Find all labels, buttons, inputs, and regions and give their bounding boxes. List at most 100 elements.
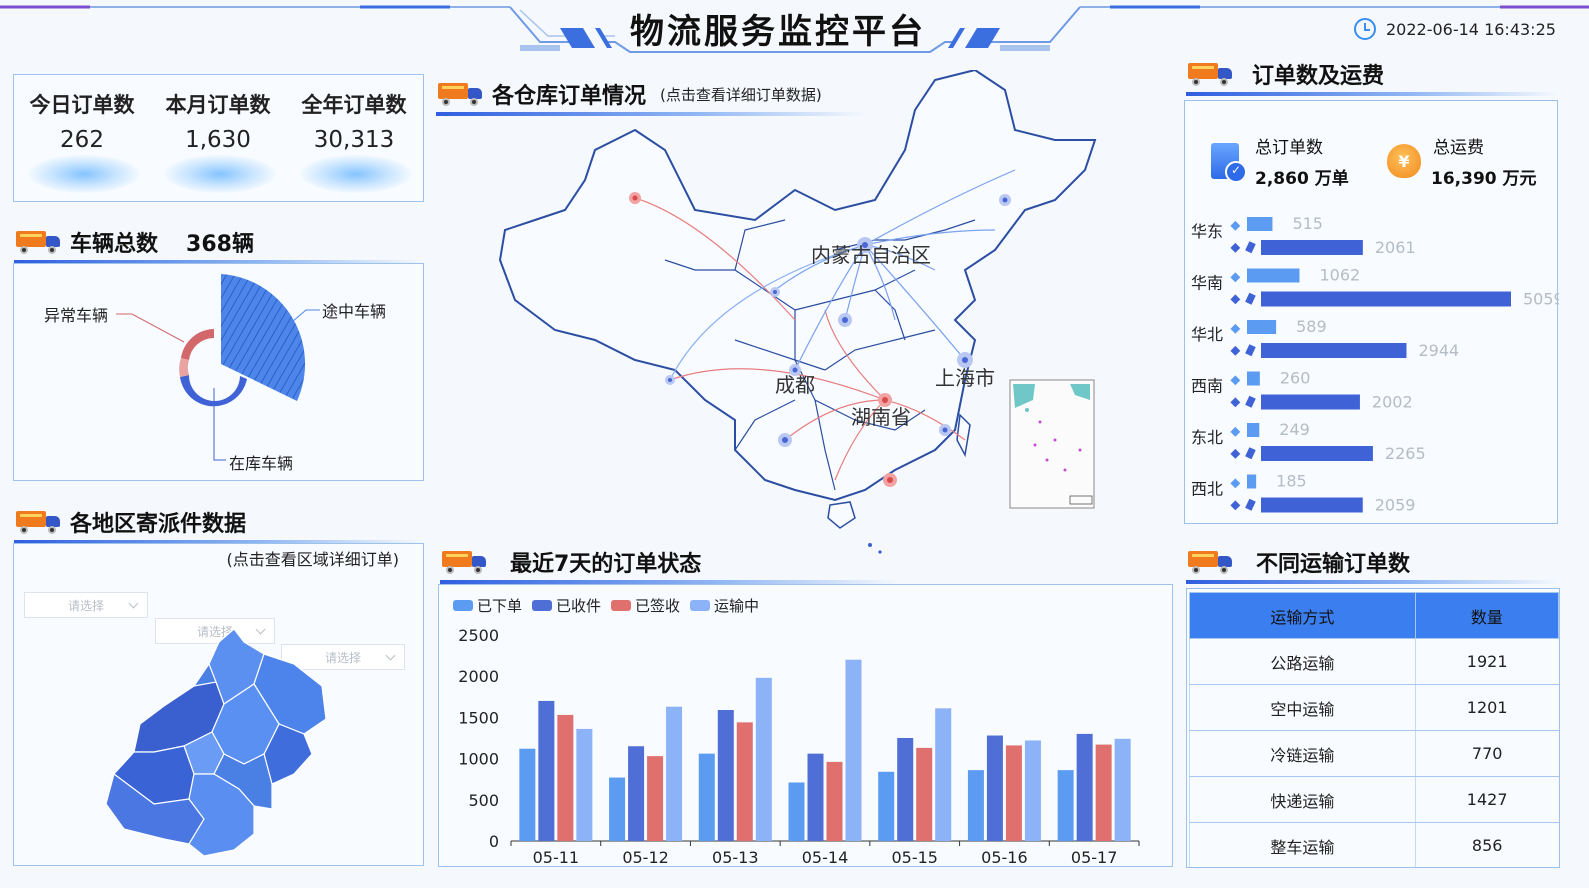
bar-已收件[interactable]: [717, 709, 734, 841]
bar-已下单[interactable]: [609, 777, 626, 841]
province-select[interactable]: 请选择: [24, 592, 148, 618]
donut-segment-abnormal[interactable]: [181, 329, 214, 360]
datetime-display: 2022-06-14 16:43:25: [1354, 18, 1556, 40]
bar-已收件[interactable]: [807, 753, 824, 841]
fee-bar[interactable]: [1261, 291, 1511, 307]
bar-marker: [1230, 426, 1241, 437]
bar-运输中[interactable]: [1024, 740, 1041, 841]
order-count-bar[interactable]: [1247, 371, 1260, 386]
bar-marker: [1245, 447, 1256, 460]
legend-item[interactable]: 运输中: [690, 595, 759, 616]
bar-已下单[interactable]: [698, 753, 715, 841]
x-tick-label: 05-17: [1071, 848, 1118, 867]
region-label: 华东: [1191, 222, 1223, 241]
bar-已签收[interactable]: [1005, 745, 1022, 841]
china-map[interactable]: 内蒙古自治区 成都 湖南省 上海市: [495, 70, 1105, 540]
bar-已下单[interactable]: [967, 770, 984, 841]
title-underline: [1186, 580, 1560, 584]
legend-item[interactable]: 已下单: [453, 595, 522, 616]
bar-运输中[interactable]: [755, 677, 772, 841]
table-row[interactable]: 空中运输 1201: [1189, 684, 1559, 731]
bar-运输中[interactable]: [935, 708, 952, 841]
order-count-bar[interactable]: [1247, 320, 1277, 334]
city-select[interactable]: 请选择: [155, 618, 275, 644]
fountain-decoration: [29, 155, 139, 193]
stat-month: 本月订单数 1,630: [153, 89, 283, 193]
clock-icon: [1354, 18, 1376, 40]
stat-value: 30,313: [313, 127, 395, 153]
y-tick-label: 0: [489, 832, 499, 851]
header-decoration: [0, 5, 1589, 53]
bar-已签收[interactable]: [1095, 744, 1112, 841]
stat-value: 262: [60, 127, 104, 153]
bar-已签收[interactable]: [826, 761, 843, 841]
fee-bar[interactable]: [1261, 446, 1373, 461]
vehicles-title: 车辆总数: [70, 232, 159, 257]
fee-bar[interactable]: [1261, 497, 1363, 513]
legend-item[interactable]: 已签收: [611, 595, 680, 616]
order-count-value: 1062: [1319, 266, 1360, 285]
title-underline: [14, 540, 424, 544]
bar-运输中[interactable]: [1114, 738, 1131, 841]
donut-segment-in-transit[interactable]: [221, 274, 306, 401]
beijing-district-map[interactable]: [94, 624, 334, 860]
bar-已下单[interactable]: [878, 771, 895, 841]
y-tick-label: 1500: [458, 708, 499, 727]
table-row[interactable]: 冷链运输 770: [1189, 730, 1559, 777]
fee-value: 2061: [1375, 238, 1416, 257]
fee-bar[interactable]: [1261, 343, 1407, 358]
table-row[interactable]: 快递运输 1427: [1189, 776, 1559, 823]
donut-segment-in-stock[interactable]: [180, 375, 247, 407]
page-title: 物流服务监控平台: [630, 12, 926, 52]
bar-marker: [1230, 272, 1241, 283]
cell-count: 770: [1414, 730, 1559, 777]
y-tick-label: 2500: [458, 626, 499, 645]
bar-已签收[interactable]: [557, 714, 574, 841]
y-tick-label: 1000: [458, 750, 499, 769]
fees-header: 订单数及运费: [1186, 58, 1558, 96]
bar-已下单[interactable]: [788, 782, 805, 841]
bar-已收件[interactable]: [538, 700, 555, 841]
order-count-bar[interactable]: [1247, 423, 1260, 437]
order-count-bar[interactable]: [1247, 217, 1273, 231]
bar-已收件[interactable]: [897, 738, 914, 841]
legend-item[interactable]: 已收件: [532, 595, 601, 616]
bar-已签收[interactable]: [647, 756, 664, 841]
bar-运输中[interactable]: [845, 659, 862, 841]
fee-bar[interactable]: [1261, 240, 1363, 255]
column-header-mode[interactable]: 运输方式: [1189, 592, 1416, 639]
fee-bar[interactable]: [1261, 394, 1360, 410]
bar-运输中[interactable]: [666, 706, 683, 841]
bar-运输中[interactable]: [576, 728, 593, 841]
document-icon: [1211, 143, 1247, 183]
district-select[interactable]: 请选择: [281, 644, 405, 670]
truck-icon: [1186, 61, 1234, 87]
truck-icon: [1186, 549, 1234, 575]
order-count-bar[interactable]: [1247, 474, 1257, 489]
bar-已签收[interactable]: [916, 747, 933, 841]
fee-value: 2059: [1375, 496, 1416, 515]
cell-mode: 冷链运输: [1189, 730, 1416, 777]
stat-today: 今日订单数 262: [17, 89, 147, 193]
city-label-hunan: 湖南省: [851, 405, 911, 429]
column-header-count[interactable]: 数量: [1414, 592, 1559, 639]
bar-已下单[interactable]: [1057, 770, 1074, 841]
region-parcels-subtitle[interactable]: (点击查看区域详细订单): [226, 550, 400, 569]
table-row[interactable]: 公路运输 1921: [1189, 638, 1559, 685]
cell-count: 1427: [1414, 776, 1559, 823]
region-label: 华南: [1191, 274, 1223, 293]
bar-已收件[interactable]: [1076, 733, 1093, 841]
bar-已收件[interactable]: [986, 735, 1003, 841]
bar-已签收[interactable]: [736, 722, 753, 841]
x-tick-label: 05-13: [712, 848, 759, 867]
stat-label: 本月订单数: [165, 93, 271, 117]
stat-label: 全年订单数: [301, 93, 407, 117]
bar-已收件[interactable]: [628, 746, 645, 841]
table-row[interactable]: 整车运输 856: [1189, 822, 1559, 867]
order-count-bar[interactable]: [1247, 268, 1300, 283]
total-fee-label: 总运费: [1433, 138, 1484, 158]
bar-已下单[interactable]: [519, 748, 536, 841]
warehouse-subtitle[interactable]: (点击查看详细订单数据): [660, 85, 822, 104]
fountain-decoration: [301, 155, 411, 193]
title-underline: [440, 580, 900, 584]
